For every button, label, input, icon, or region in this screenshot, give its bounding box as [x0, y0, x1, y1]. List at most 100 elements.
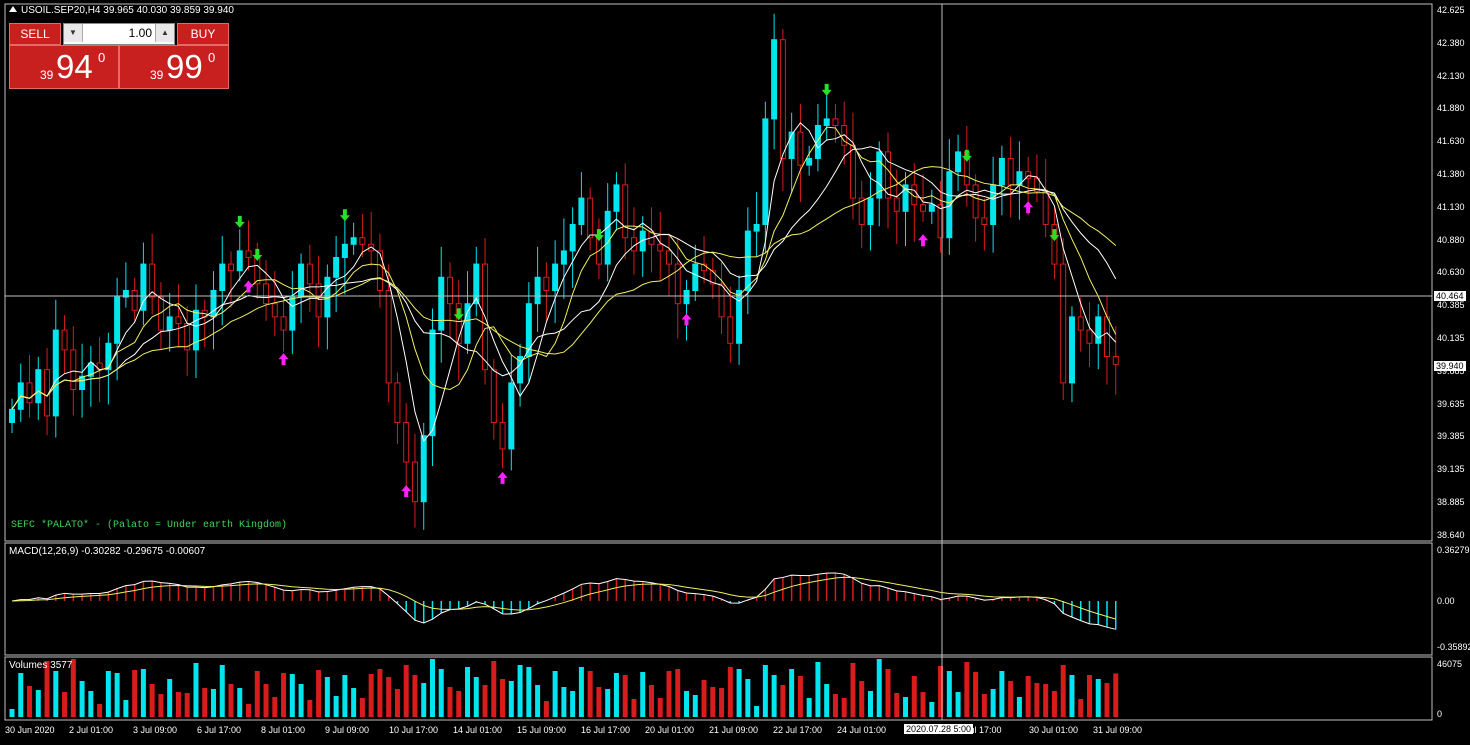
candle-body — [762, 118, 769, 225]
volume-bar — [429, 659, 435, 717]
candle-body — [35, 369, 42, 404]
buy-price-pip: 0 — [208, 50, 216, 65]
candle-body — [210, 289, 217, 318]
sell-price-box[interactable]: 39 94 0 — [9, 45, 119, 89]
volume-bar — [1078, 699, 1084, 717]
volume-bar — [342, 675, 348, 717]
sell-price-main: 94 — [56, 48, 93, 85]
volume-bar — [44, 661, 50, 717]
volume-bar — [745, 679, 751, 717]
volume-bar — [859, 681, 865, 717]
volume-bar — [605, 689, 611, 717]
candle-body — [140, 263, 147, 311]
time-tick-label: 30 Jun 2020 — [5, 725, 55, 735]
candle-body — [490, 369, 497, 423]
moving-average-line — [11, 146, 1117, 410]
price-tick-label: 40.135 — [1437, 333, 1465, 343]
buy-price-box[interactable]: 39 99 0 — [119, 45, 229, 89]
volume-bar — [438, 669, 444, 717]
sell-arrow-icon — [252, 248, 263, 261]
candle-body — [263, 283, 270, 305]
lot-value[interactable]: 1.00 — [128, 26, 152, 40]
volume-bar — [719, 688, 725, 717]
volume-bar — [1086, 675, 1092, 717]
candle-body — [832, 118, 839, 126]
volume-bar — [70, 659, 76, 717]
candle-body — [376, 250, 383, 291]
volume-bar — [535, 685, 541, 717]
volume-bar — [789, 669, 795, 717]
volume-label: Volumes 3577 — [9, 660, 73, 671]
volume-bar — [876, 659, 882, 717]
volume-bar — [570, 691, 576, 717]
candle-body — [543, 276, 550, 291]
collapse-icon[interactable] — [9, 6, 17, 12]
time-tick-label: 15 Jul 09:00 — [517, 725, 567, 735]
candle-body — [797, 131, 804, 166]
candle-body — [587, 197, 594, 239]
buy-button[interactable]: BUY — [177, 23, 229, 45]
candle-body — [122, 289, 129, 298]
macd-line — [11, 572, 1116, 630]
time-tick-label: 10 Jul 17:00 — [389, 725, 439, 735]
volume-bar — [815, 662, 821, 717]
price-tick-label: 39.635 — [1437, 398, 1465, 409]
candle-body — [52, 329, 59, 417]
sell-price-pip: 0 — [98, 50, 106, 65]
volume-bar — [394, 689, 400, 717]
volume-bar — [62, 692, 68, 717]
candle-body — [359, 237, 366, 245]
volume-bar — [552, 671, 558, 717]
candle-body — [508, 382, 515, 450]
lot-increase-icon[interactable]: ▲ — [155, 24, 174, 42]
volume-bar — [298, 684, 304, 717]
volume-bar — [132, 670, 138, 717]
candle-body — [709, 270, 716, 285]
volume-bar — [955, 692, 961, 717]
candle-body — [9, 408, 15, 423]
candle-body — [569, 223, 576, 252]
candle-body — [306, 263, 313, 285]
buy-price-main: 99 — [166, 48, 203, 85]
candle-body — [613, 184, 620, 212]
time-tick-label: 16 Jul 17:00 — [581, 725, 631, 735]
volume-bar — [473, 677, 479, 717]
volume-bar — [403, 665, 409, 717]
volume-bar — [316, 670, 322, 717]
buy-arrow-icon — [1023, 201, 1034, 214]
candle-body — [692, 263, 699, 291]
volume-bar — [938, 666, 944, 717]
lot-decrease-icon[interactable]: ▼ — [64, 24, 83, 42]
price-tick-label: 41.380 — [1437, 169, 1465, 179]
candle-body — [779, 39, 786, 159]
candle-body — [1060, 263, 1067, 384]
candle-body — [271, 303, 278, 318]
time-tick-label: Jul 17:00 — [965, 725, 1002, 735]
volume-bar — [587, 671, 593, 717]
lot-size-input[interactable]: ▼ 1.00 ▲ — [63, 23, 175, 45]
candle-body — [981, 217, 988, 225]
volume-bar — [114, 673, 120, 717]
volume-bar — [500, 679, 506, 717]
candle-body — [955, 151, 962, 173]
volume-bar — [1060, 665, 1066, 717]
volume-bar — [237, 688, 243, 717]
candle-body — [806, 157, 813, 166]
candle-body — [315, 283, 322, 318]
candle-body — [280, 316, 287, 331]
candle-body — [849, 144, 856, 199]
volume-bar — [657, 698, 663, 717]
volume-bar — [929, 702, 935, 717]
candle-body — [411, 461, 418, 503]
candle-body — [26, 382, 33, 404]
volume-bar — [386, 677, 392, 717]
volume-bar — [88, 691, 94, 717]
price-tick-label: 39.135 — [1437, 464, 1465, 475]
volume-bar — [491, 661, 497, 717]
candle-body — [105, 342, 112, 371]
volume-bar — [1104, 683, 1110, 717]
candle-body — [928, 204, 935, 212]
sell-button[interactable]: SELL — [9, 23, 61, 45]
volume-bar — [946, 671, 952, 717]
